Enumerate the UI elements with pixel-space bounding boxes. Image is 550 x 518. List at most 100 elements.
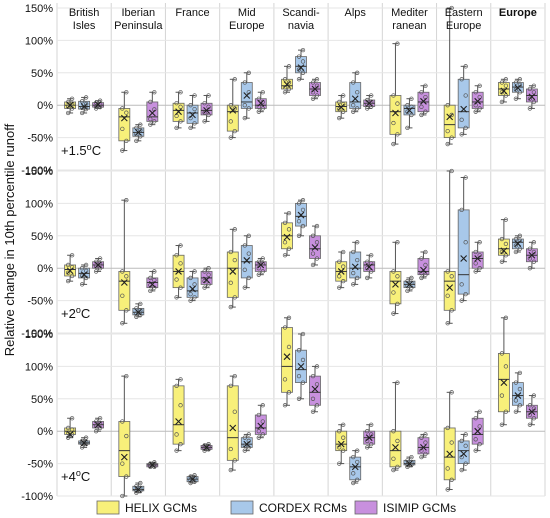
data-point bbox=[445, 269, 450, 274]
legend-label: HELIX GCMs bbox=[125, 501, 197, 515]
mean-marker bbox=[420, 444, 427, 451]
mean-marker bbox=[392, 109, 399, 117]
data-point bbox=[232, 373, 237, 379]
data-point bbox=[513, 243, 519, 248]
data-point bbox=[228, 446, 233, 452]
data-point bbox=[405, 125, 410, 131]
data-point bbox=[246, 275, 251, 281]
data-point bbox=[391, 141, 396, 147]
data-point bbox=[395, 464, 400, 469]
mean-marker bbox=[94, 101, 102, 108]
data-point bbox=[228, 249, 233, 255]
data-point bbox=[477, 424, 482, 429]
data-point bbox=[202, 443, 207, 448]
data-point bbox=[300, 47, 306, 53]
data-point bbox=[206, 447, 211, 452]
data-point bbox=[369, 422, 374, 427]
mean-marker bbox=[460, 450, 468, 458]
scenario-panel bbox=[64, 5, 538, 153]
scenario-label-value: +2 bbox=[61, 306, 76, 321]
data-point bbox=[246, 70, 251, 75]
data-point bbox=[286, 227, 292, 232]
data-point bbox=[242, 448, 247, 453]
data-point bbox=[499, 90, 505, 95]
data-point bbox=[365, 429, 370, 434]
mean-marker bbox=[514, 84, 522, 92]
data-point bbox=[473, 416, 478, 421]
y-tick-label: 100% bbox=[25, 361, 53, 373]
mean-marker bbox=[229, 424, 237, 432]
data-point bbox=[178, 90, 183, 95]
mean-marker bbox=[257, 99, 265, 107]
box bbox=[389, 95, 402, 135]
data-point bbox=[232, 295, 237, 300]
mean-marker bbox=[365, 434, 373, 442]
data-point bbox=[517, 77, 523, 82]
data-point bbox=[449, 112, 454, 118]
data-point bbox=[242, 285, 247, 290]
region-header-line: Peninsula bbox=[114, 20, 163, 32]
mean-marker bbox=[406, 281, 413, 288]
data-point bbox=[232, 227, 237, 232]
box bbox=[443, 104, 456, 138]
data-point bbox=[246, 432, 251, 437]
data-point bbox=[202, 110, 207, 115]
data-point bbox=[355, 240, 360, 245]
data-point bbox=[423, 249, 428, 255]
data-point bbox=[314, 240, 320, 245]
data-point bbox=[351, 109, 356, 114]
data-point bbox=[228, 103, 233, 108]
mean-marker bbox=[229, 106, 237, 114]
data-point bbox=[517, 82, 523, 87]
data-point bbox=[391, 93, 396, 98]
y-tick-label: 150% bbox=[25, 166, 53, 178]
region-header: Eastern Europe bbox=[445, 7, 483, 32]
data-point bbox=[206, 93, 211, 98]
region-header: Europe bbox=[499, 7, 537, 19]
region-header-line: Alps bbox=[345, 7, 367, 19]
data-point bbox=[463, 175, 468, 180]
box bbox=[349, 456, 362, 481]
mean-marker bbox=[514, 392, 522, 399]
data-point bbox=[178, 285, 183, 290]
y-tick-label: 0% bbox=[37, 426, 53, 438]
mean-marker bbox=[80, 103, 88, 110]
data-point bbox=[120, 461, 125, 466]
region-header-line: Mid bbox=[238, 7, 256, 19]
data-point bbox=[513, 96, 519, 101]
data-point bbox=[499, 422, 505, 427]
region-header: British Isles bbox=[69, 7, 100, 32]
mean-marker bbox=[120, 279, 128, 286]
data-point bbox=[445, 466, 450, 471]
data-point bbox=[79, 266, 85, 271]
legend-item: CORDEX RCMs bbox=[230, 500, 347, 515]
data-point bbox=[503, 77, 509, 82]
data-point bbox=[228, 467, 233, 473]
data-point bbox=[463, 291, 468, 297]
data-point bbox=[148, 122, 153, 127]
data-point bbox=[527, 106, 533, 111]
data-point bbox=[395, 301, 400, 306]
data-point bbox=[310, 396, 316, 401]
data-point bbox=[513, 87, 519, 92]
data-point bbox=[473, 269, 478, 274]
data-point bbox=[391, 269, 396, 274]
data-point bbox=[148, 99, 153, 105]
data-point bbox=[228, 304, 233, 310]
data-point bbox=[242, 116, 247, 121]
data-point bbox=[463, 125, 468, 131]
data-point bbox=[391, 290, 396, 295]
mean-marker bbox=[474, 427, 482, 435]
data-point bbox=[527, 403, 533, 408]
data-point bbox=[134, 138, 139, 143]
data-point bbox=[192, 269, 197, 274]
data-point bbox=[409, 280, 414, 285]
mean-marker bbox=[148, 461, 156, 469]
data-point bbox=[355, 106, 360, 111]
data-point bbox=[93, 100, 99, 105]
data-point bbox=[310, 96, 316, 101]
data-point bbox=[477, 106, 482, 111]
data-point bbox=[395, 438, 400, 444]
